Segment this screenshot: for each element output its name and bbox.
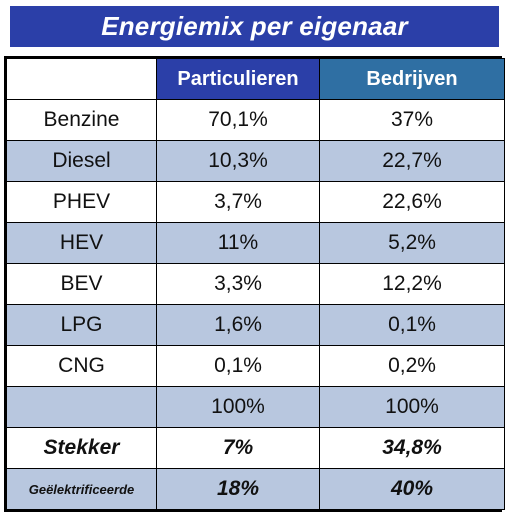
table-row-cng: CNG 0,1% 0,2%	[6, 345, 505, 387]
row-label: LPG	[6, 304, 157, 346]
row-label	[6, 386, 157, 428]
energy-mix-table: Particulieren Bedrijven Benzine 70,1% 37…	[4, 56, 505, 512]
cell-bedrijven: 0,1%	[319, 304, 505, 346]
row-label: Benzine	[6, 99, 157, 141]
table-row-total: 100% 100%	[6, 386, 505, 428]
cell-bedrijven: 22,7%	[319, 140, 505, 182]
cell-particulieren: 0,1%	[156, 345, 320, 387]
energy-mix-grid: Particulieren Bedrijven Benzine 70,1% 37…	[6, 58, 505, 510]
row-label: Stekker	[6, 427, 157, 469]
table-row-stekker: Stekker 7% 34,8%	[6, 427, 505, 469]
table-row-lpg: LPG 1,6% 0,1%	[6, 304, 505, 346]
cell-bedrijven: 40%	[319, 468, 505, 510]
table-row-phev: PHEV 3,7% 22,6%	[6, 181, 505, 223]
cell-bedrijven: 100%	[319, 386, 505, 428]
cell-particulieren: 100%	[156, 386, 320, 428]
row-label: Geëlektrificeerde	[6, 468, 157, 510]
cell-particulieren: 7%	[156, 427, 320, 469]
row-label: BEV	[6, 263, 157, 305]
cell-particulieren: 11%	[156, 222, 320, 264]
cell-particulieren: 10,3%	[156, 140, 320, 182]
cell-bedrijven: 34,8%	[319, 427, 505, 469]
cell-particulieren: 3,3%	[156, 263, 320, 305]
cell-bedrijven: 12,2%	[319, 263, 505, 305]
header-bedrijven: Bedrijven	[319, 58, 505, 100]
page-title: Energiemix per eigenaar	[10, 6, 499, 47]
row-label: PHEV	[6, 181, 157, 223]
table-row-geelektrificeerde: Geëlektrificeerde 18% 40%	[6, 468, 505, 510]
table-row-hev: HEV 11% 5,2%	[6, 222, 505, 264]
header-particulieren: Particulieren	[156, 58, 320, 100]
cell-particulieren: 18%	[156, 468, 320, 510]
cell-particulieren: 1,6%	[156, 304, 320, 346]
cell-bedrijven: 5,2%	[319, 222, 505, 264]
table-header-row: Particulieren Bedrijven	[6, 58, 505, 100]
row-label: Diesel	[6, 140, 157, 182]
table-row-bev: BEV 3,3% 12,2%	[6, 263, 505, 305]
cell-bedrijven: 37%	[319, 99, 505, 141]
table-row-diesel: Diesel 10,3% 22,7%	[6, 140, 505, 182]
cell-bedrijven: 22,6%	[319, 181, 505, 223]
header-empty-cell	[6, 58, 157, 100]
table-row-benzine: Benzine 70,1% 37%	[6, 99, 505, 141]
cell-particulieren: 70,1%	[156, 99, 320, 141]
cell-bedrijven: 0,2%	[319, 345, 505, 387]
row-label: HEV	[6, 222, 157, 264]
row-label: CNG	[6, 345, 157, 387]
cell-particulieren: 3,7%	[156, 181, 320, 223]
